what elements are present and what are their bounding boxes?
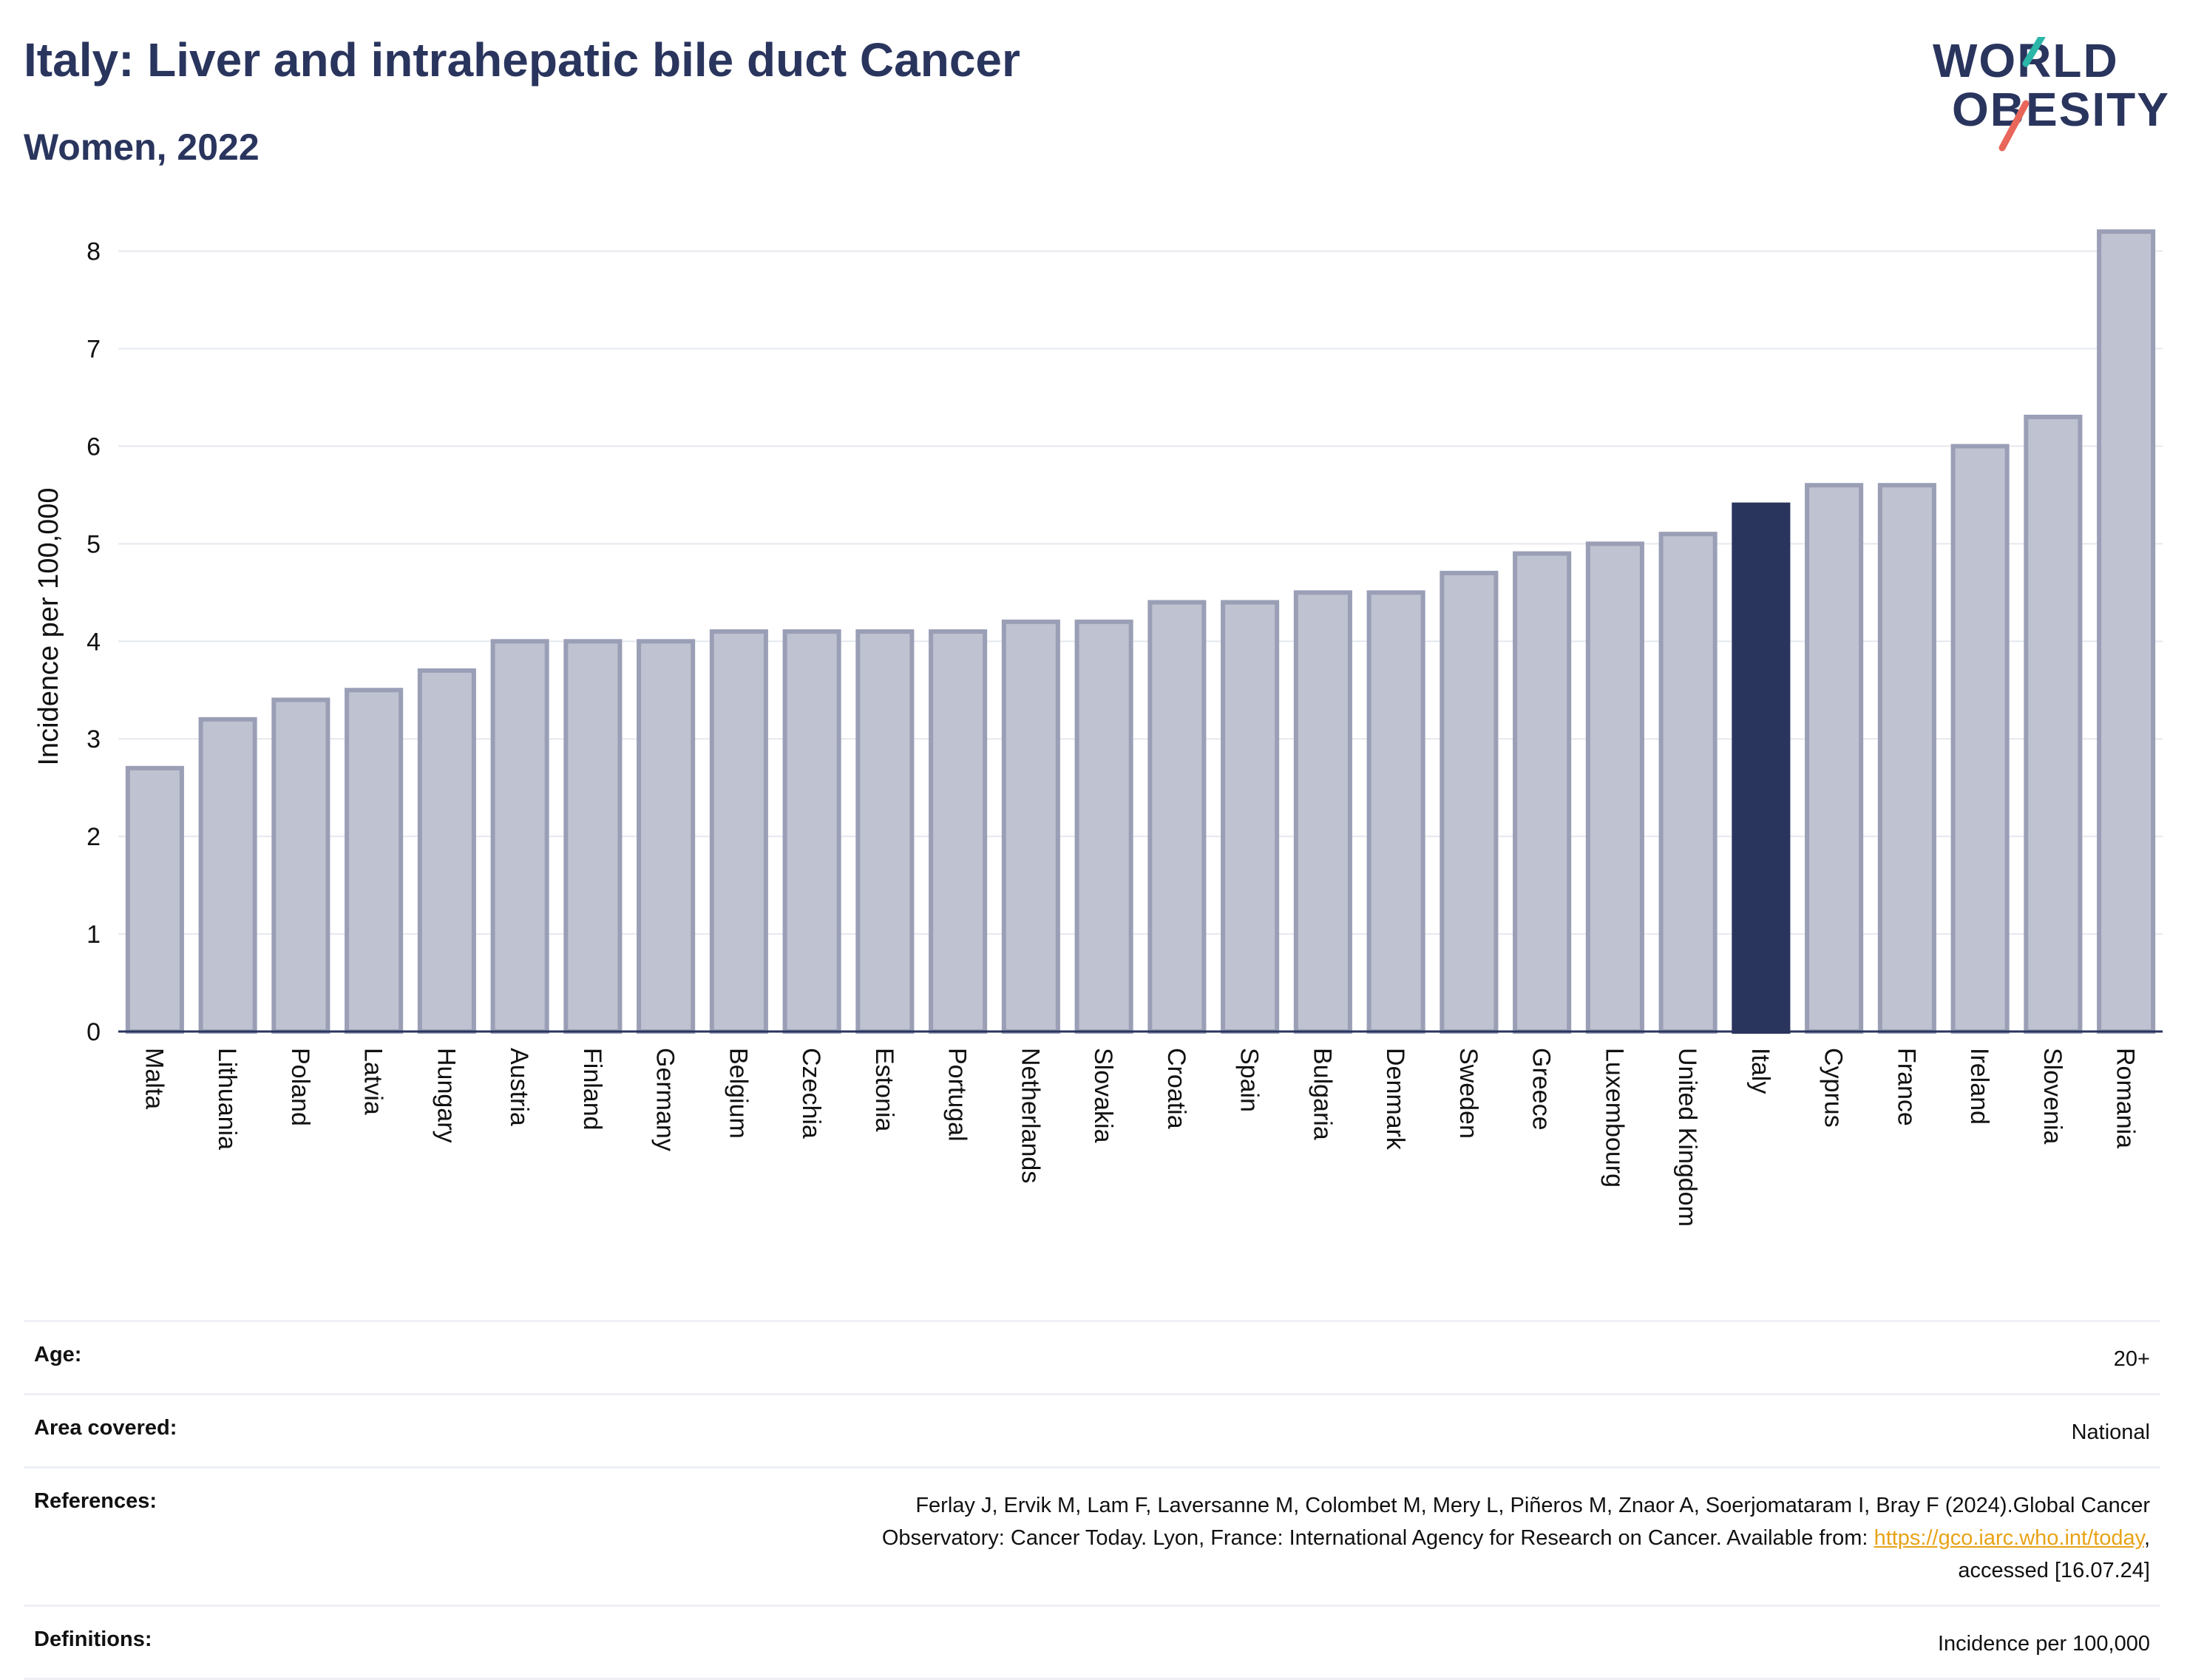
bar xyxy=(345,688,404,1034)
x-tick-label: France xyxy=(1892,1048,1920,1126)
bar xyxy=(1293,590,1352,1034)
bar xyxy=(563,639,623,1034)
x-tick-label: Sweden xyxy=(1454,1048,1482,1139)
meta-row-area: Area covered: National xyxy=(24,1393,2160,1466)
x-tick-label: Portugal xyxy=(943,1048,972,1142)
x-tick-label: Luxembourg xyxy=(1600,1048,1628,1188)
x-tick-label: Hungary xyxy=(432,1048,460,1143)
x-tick-label: Italy xyxy=(1746,1048,1774,1094)
bar xyxy=(1221,600,1280,1034)
bar xyxy=(637,639,696,1034)
x-tick-label: Cyprus xyxy=(1820,1048,1848,1128)
bar xyxy=(1440,570,1499,1034)
bar xyxy=(417,668,476,1034)
x-tick-label: Croatia xyxy=(1162,1048,1190,1129)
meta-row-references: References: Ferlay J, Ervik M, Lam F, La… xyxy=(24,1466,2160,1605)
x-tick-label: Ireland xyxy=(1965,1048,1993,1125)
bar xyxy=(490,639,549,1034)
bar xyxy=(1513,551,1572,1034)
x-tick-label: Slovenia xyxy=(2038,1048,2066,1145)
bar xyxy=(198,717,257,1034)
bar xyxy=(1366,590,1425,1034)
page-title: Italy: Liver and intrahepatic bile duct … xyxy=(24,33,1020,87)
bar xyxy=(2097,229,2156,1034)
age-value: 20+ xyxy=(2113,1347,2150,1371)
y-tick-label: 3 xyxy=(87,725,101,753)
bar xyxy=(2024,414,2083,1034)
y-tick-label: 2 xyxy=(87,823,101,851)
x-tick-label: Denmark xyxy=(1381,1048,1409,1151)
x-tick-label: Greece xyxy=(1527,1048,1556,1131)
x-tick-label: Finland xyxy=(578,1048,606,1131)
x-tick-label: Czechia xyxy=(797,1048,825,1139)
x-tick-label: United Kingdom xyxy=(1673,1048,1701,1227)
x-tick-label: Malta xyxy=(140,1048,168,1109)
y-tick-label: 1 xyxy=(87,921,101,949)
page-subtitle: Women, 2022 xyxy=(24,126,260,168)
x-tick-label: Lithuania xyxy=(213,1048,241,1150)
y-tick-label: 0 xyxy=(87,1018,101,1046)
x-tick-label: Romania xyxy=(2112,1048,2140,1148)
bar-chart: 0 1 2 3 4 5 6 7 8 Incidence per 100,000 Malta Lithu… xyxy=(33,229,2163,1227)
definitions-label: Definitions: xyxy=(34,1628,152,1651)
definitions-value: Incidence per 100,000 xyxy=(1938,1632,2150,1656)
bar xyxy=(709,629,768,1034)
age-label: Age: xyxy=(34,1343,82,1366)
x-tick-label: Poland xyxy=(286,1048,314,1126)
x-tick-label: Spain xyxy=(1235,1048,1264,1112)
x-tick-label: Slovakia xyxy=(1089,1048,1117,1143)
references-line1: Ferlay J, Ervik M, Lam F, Laversanne M, … xyxy=(915,1494,2150,1517)
area-value: National xyxy=(2071,1420,2150,1444)
area-label: Area covered: xyxy=(34,1416,177,1440)
x-tick-label: Latvia xyxy=(359,1048,387,1115)
logo-slash-icon xyxy=(1998,37,2046,152)
bar xyxy=(1001,619,1060,1034)
y-tick-label: 7 xyxy=(87,336,101,364)
bar xyxy=(1074,619,1133,1034)
bar-highlight xyxy=(1732,502,1791,1034)
x-tick-label: Estonia xyxy=(870,1048,898,1131)
bar xyxy=(271,697,330,1034)
references-line2-end: , xyxy=(2143,1526,2150,1550)
bar xyxy=(1877,483,1936,1034)
y-tick-label: 5 xyxy=(87,530,101,558)
bar xyxy=(855,629,915,1034)
bar xyxy=(1658,532,1718,1034)
bar xyxy=(1147,600,1207,1034)
bar xyxy=(929,629,988,1034)
bar xyxy=(1950,444,2010,1034)
y-tick-label: 4 xyxy=(87,628,101,656)
logo-line2: OBESITY xyxy=(1952,83,2170,136)
references-link[interactable]: https://gco.iarc.who.int/today xyxy=(1874,1526,2144,1550)
references-line3: accessed [16.07.24] xyxy=(1958,1559,2150,1582)
bar xyxy=(1805,483,1864,1034)
metadata-table: Age: 20+ Area covered: National Referenc… xyxy=(24,1320,2160,1680)
x-tick-label: Austria xyxy=(505,1048,533,1126)
y-tick-label: 6 xyxy=(87,433,101,461)
bar xyxy=(125,765,184,1034)
bar xyxy=(782,629,841,1034)
meta-row-definitions: Definitions: Incidence per 100,000 xyxy=(24,1605,2160,1680)
bar xyxy=(1585,541,1644,1034)
world-obesity-logo: WORLD OBESITY xyxy=(1922,37,2169,155)
y-tick-label: 8 xyxy=(87,238,101,266)
x-tick-label: Bulgaria xyxy=(1308,1048,1336,1140)
references-value: Ferlay J, Ervik M, Lam F, Laversanne M, … xyxy=(882,1489,2150,1587)
x-tick-label: Germany xyxy=(651,1048,679,1151)
references-label: References: xyxy=(34,1489,157,1513)
meta-row-age: Age: 20+ xyxy=(24,1320,2160,1393)
x-tick-label: Belgium xyxy=(724,1048,752,1139)
references-line2: Observatory: Cancer Today. Lyon, France:… xyxy=(881,1526,1874,1550)
y-axis-label: Incidence per 100,000 xyxy=(33,487,64,765)
x-tick-label: Netherlands xyxy=(1016,1048,1044,1183)
